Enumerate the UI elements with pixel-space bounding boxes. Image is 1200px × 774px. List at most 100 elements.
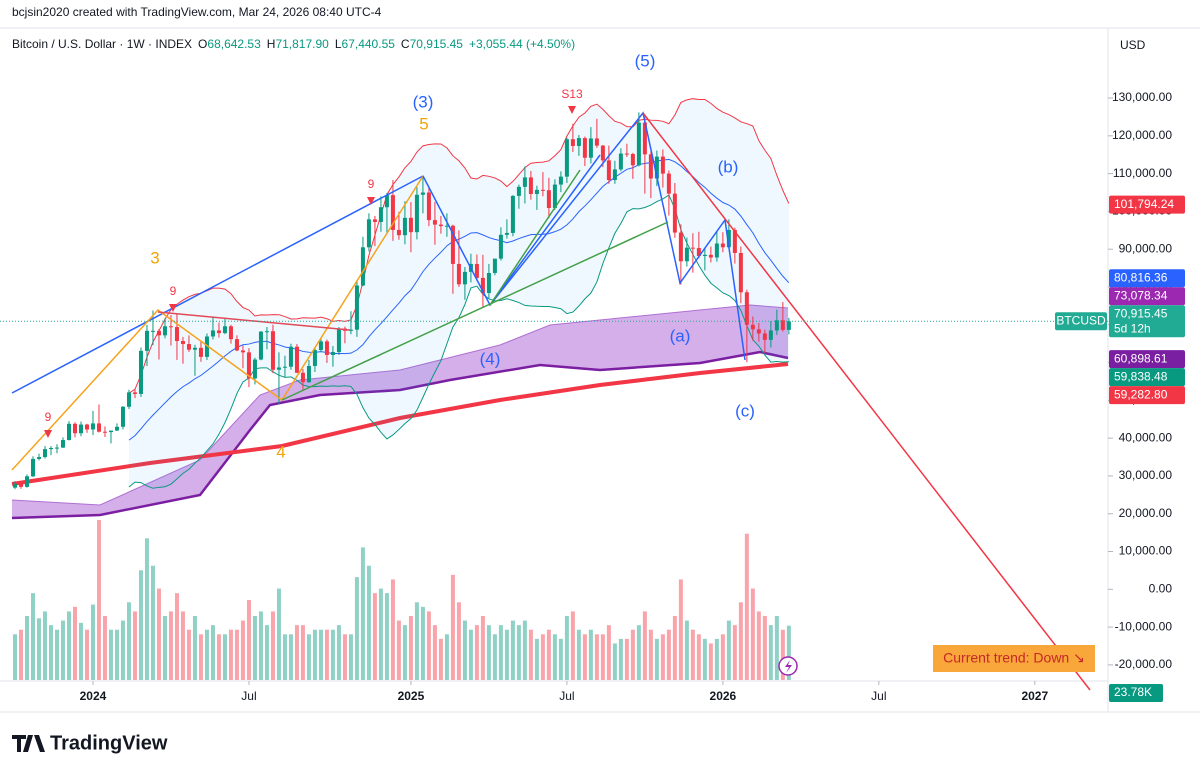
- volume-bar: [600, 634, 605, 680]
- volume-bar: [552, 634, 557, 680]
- candle-body: [354, 285, 359, 330]
- volume-bar: [30, 593, 35, 680]
- annotation: (4): [480, 349, 501, 368]
- volume-bar: [264, 625, 269, 680]
- volume-bar: [336, 625, 341, 680]
- candle-body: [222, 326, 227, 334]
- candle-body: [642, 122, 647, 155]
- volume-bar: [24, 616, 29, 680]
- volume-bar: [228, 629, 233, 680]
- candle-body: [282, 366, 287, 368]
- candle-body: [588, 138, 593, 158]
- y-tick-label: 130,000.00: [1112, 90, 1172, 104]
- volume-bar: [216, 634, 221, 680]
- candle-body: [312, 350, 317, 366]
- candle-body: [306, 365, 311, 383]
- volume-bar: [318, 629, 323, 680]
- y-tick-label: 10,000.00: [1119, 544, 1173, 558]
- candle-body: [324, 341, 329, 355]
- wave-line: [422, 111, 746, 361]
- candle-body: [12, 483, 17, 488]
- candle-body: [690, 247, 695, 249]
- candle-body: [150, 330, 155, 332]
- volume-bar: [402, 625, 407, 680]
- axes: -20,000.00 -10,000.00 0.00 10,000.00 20,000.…: [0, 90, 1185, 703]
- volume-bar: [540, 634, 545, 680]
- volume-bar: [648, 629, 653, 680]
- volume-bar: [780, 629, 785, 680]
- volume-bar: [570, 611, 575, 680]
- volume-bar: [492, 634, 497, 680]
- volume-bar: [162, 616, 167, 680]
- legend-text: 68,642.53: [207, 37, 261, 51]
- candle-body: [372, 219, 377, 222]
- volume-bar: [564, 616, 569, 680]
- volume-bar: [708, 643, 713, 680]
- volume-bar: [390, 579, 395, 680]
- candle-body: [360, 247, 365, 286]
- volume-bar: [378, 588, 383, 680]
- volume-bar: [690, 629, 695, 680]
- candle-body: [366, 219, 371, 248]
- candle-body: [234, 339, 239, 351]
- candle-body: [708, 254, 713, 258]
- candle-body: [666, 173, 671, 194]
- volume-bar: [126, 602, 131, 680]
- volume-bar: [588, 629, 593, 680]
- volume-bar: [330, 629, 335, 680]
- candle-body: [30, 458, 35, 477]
- price-label-box: [1109, 350, 1185, 369]
- candle-body: [516, 186, 521, 196]
- annotation: (b): [718, 157, 739, 176]
- volume-bar: [234, 629, 239, 680]
- countdown: 5d 12h: [1114, 321, 1151, 335]
- price-label: 59,282.80: [1114, 387, 1168, 401]
- annotation: 9: [170, 284, 177, 298]
- volume-bar: [624, 638, 629, 680]
- x-tick-label: Jul: [559, 689, 574, 703]
- marker: [169, 304, 177, 312]
- marker: [367, 197, 375, 205]
- x-tick-label: Jul: [871, 689, 886, 703]
- volume-bar: [414, 602, 419, 680]
- candle-body: [216, 330, 221, 334]
- candle-body: [186, 344, 191, 350]
- candle-body: [114, 426, 119, 431]
- y-tick-label: 40,000.00: [1119, 430, 1173, 444]
- candle-body: [480, 277, 485, 294]
- volume-bar: [258, 611, 263, 680]
- candle-body: [300, 372, 305, 383]
- volume-bar: [732, 625, 737, 680]
- volume-bar: [306, 634, 311, 680]
- annotation: (c): [735, 401, 755, 420]
- volume-bar: [726, 620, 731, 680]
- volume-bar: [666, 629, 671, 680]
- candle-body: [546, 190, 551, 208]
- volume-bar: [714, 638, 719, 680]
- candle-body: [504, 232, 509, 235]
- volume-bar: [36, 618, 41, 680]
- volume-bar: [342, 634, 347, 680]
- volume-bar: [720, 634, 725, 680]
- volume-bar: [522, 620, 527, 680]
- candle-body: [264, 331, 269, 333]
- candle-body: [420, 192, 425, 195]
- volume-bar: [18, 629, 23, 680]
- volume-bar: [576, 629, 581, 680]
- volume-bar: [498, 625, 503, 680]
- candle-body: [414, 194, 419, 233]
- candle-body: [78, 424, 83, 434]
- cloud-edge: [11, 350, 789, 520]
- legend-text: O: [198, 37, 207, 51]
- volume-bar: [54, 629, 59, 680]
- price-label-box: [1109, 269, 1185, 288]
- marker: [568, 106, 576, 114]
- volume-bar: [462, 620, 467, 680]
- candle-body: [780, 320, 785, 330]
- volume-bar: [432, 625, 437, 680]
- volume-bar: [294, 625, 299, 680]
- volume-bar: [276, 588, 281, 680]
- annotation: (5): [635, 51, 656, 70]
- candle-body: [144, 330, 149, 351]
- volume-bar: [222, 634, 227, 680]
